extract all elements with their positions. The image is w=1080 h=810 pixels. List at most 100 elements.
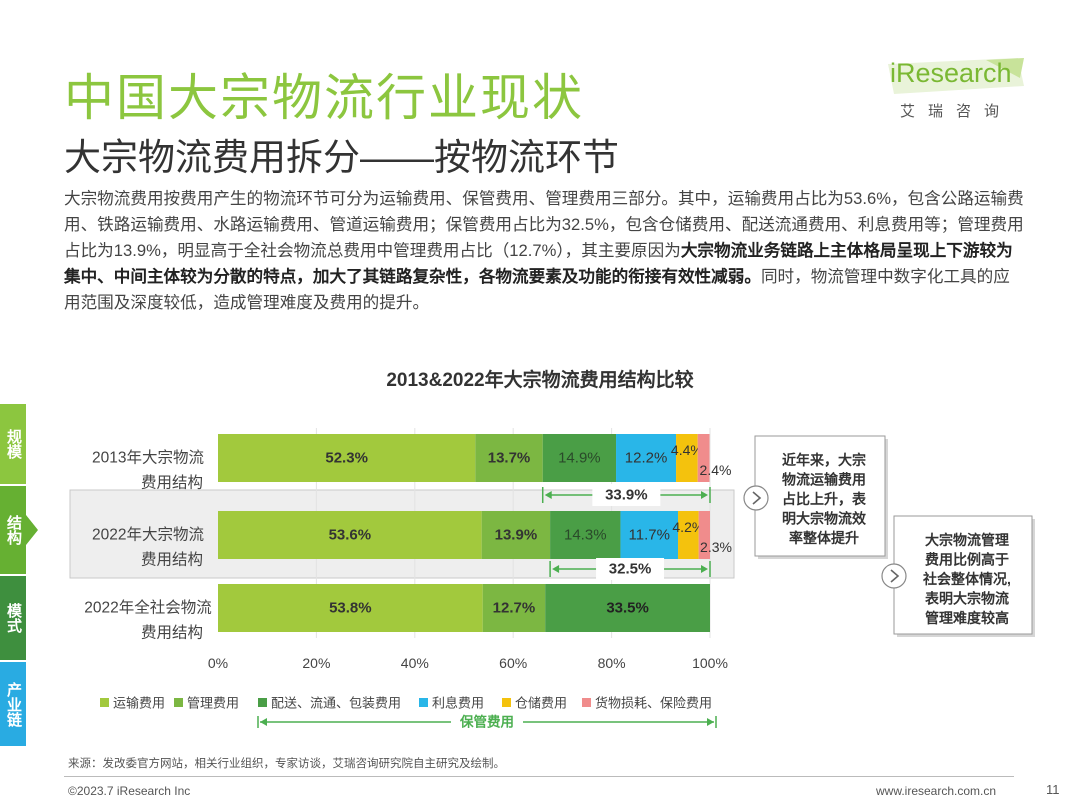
callout-text: 物流运输费用 (782, 472, 866, 488)
bar-segment (475, 434, 543, 482)
description-part1: 大宗物流费用按费用产生的物流环节可分为运输费用、保管费用、管理费用三部分。其中，… (64, 189, 1024, 260)
side-nav-active-arrow-icon (26, 515, 38, 545)
bracket-arrow-left-icon (552, 565, 560, 573)
side-nav-chain[interactable]: 产业链 (0, 662, 26, 746)
description-bold: 大宗物流业务链路上主体格局呈现上下游较为集中、中间主体较为分散的特点，加大了其链… (64, 241, 1013, 286)
legend-group-label: 保管费用 (459, 714, 514, 730)
copyright: ©2023.7 iResearch Inc (68, 784, 191, 798)
description-paragraph: 大宗物流费用按费用产生的物流环节可分为运输费用、保管费用、管理费用三部分。其中，… (64, 186, 1024, 316)
bar-segment (620, 511, 679, 559)
legend-group-label-bg (451, 712, 523, 732)
bar-segment (616, 434, 677, 482)
legend-label: 利息费用 (432, 696, 484, 711)
legend-label: 仓储费用 (515, 696, 567, 711)
bracket-label: 33.9% (605, 487, 648, 504)
bracket-arrow-right-icon (701, 491, 708, 499)
data-label: 4.4% (671, 442, 703, 458)
chart-title: 2013&2022年大宗物流费用结构比较 (386, 370, 694, 391)
data-label: 53.8% (329, 600, 372, 617)
bracket-label-bg (596, 558, 665, 580)
x-tick-label: 20% (302, 655, 330, 671)
bracket-arrow-right-icon (701, 565, 708, 573)
data-label: 12.2% (625, 450, 668, 467)
category-label: 2022年全社会物流 (84, 599, 211, 617)
bar-segment (482, 584, 546, 632)
category-label: 2013年大宗物流 (92, 449, 204, 467)
side-nav-scale-label: 规模 (5, 429, 22, 459)
data-label: 14.9% (558, 450, 601, 467)
x-tick-label: 0% (208, 655, 228, 671)
category-label: 费用结构 (141, 551, 203, 569)
bar-segment (542, 434, 617, 482)
bracket-label: 32.5% (609, 561, 652, 578)
logo-wordmark: iResearch (890, 58, 1012, 88)
bar-segment (676, 434, 698, 482)
iresearch-logo: iResearch 艾瑞咨询 (886, 56, 1036, 128)
data-label: 14.3% (564, 527, 607, 544)
source-note: 来源：发改委官方网站，相关行业组织，专家访谈，艾瑞咨询研究院自主研究及绘制。 (68, 758, 505, 770)
bar-segment (218, 511, 482, 559)
logo-shape-icon (888, 58, 1024, 94)
callout-text: 社会整体情况, (922, 571, 1011, 587)
bracket-arrow-left-icon (544, 491, 552, 499)
legend-swatch (258, 698, 267, 707)
legend-swatch (502, 698, 511, 707)
category-label: 2022年大宗物流 (92, 526, 204, 544)
callout-text: 表明大宗物流 (924, 591, 1009, 607)
bracket-label-bg (592, 484, 661, 506)
bar-segment (481, 511, 551, 559)
data-label: 4.2% (672, 519, 704, 535)
side-nav-structure-label: 结构 (5, 515, 22, 545)
bar-segment (697, 434, 710, 482)
callout-text: 大宗物流管理 (925, 532, 1009, 548)
footer-url[interactable]: www.iresearch.com.cn (876, 784, 997, 798)
data-label: 12.7% (493, 600, 536, 617)
legend-label: 配送、流通、包装费用 (271, 696, 401, 711)
legend-swatch (582, 698, 591, 707)
legend-swatch (100, 698, 109, 707)
data-label: 33.5% (606, 600, 649, 617)
data-label: 52.3% (325, 450, 368, 467)
x-tick-label: 60% (499, 655, 527, 671)
side-nav-scale[interactable]: 规模 (0, 404, 26, 484)
x-tick-label: 100% (692, 655, 728, 671)
data-label: 13.7% (488, 450, 531, 467)
side-nav-chain-label: 产业链 (5, 681, 22, 727)
side-nav-structure[interactable]: 结构 (0, 486, 26, 574)
data-label: 11.7% (629, 527, 670, 544)
bar-segment (545, 584, 710, 632)
bar-segment (678, 511, 699, 559)
legend-swatch (419, 698, 428, 707)
callout-arrow-circle-icon (881, 563, 907, 589)
callout-text: 管理难度较高 (925, 610, 1009, 626)
callout-arrow-circle-icon (743, 485, 769, 511)
data-label: 13.9% (495, 527, 538, 544)
callout-box (754, 435, 886, 557)
data-label: 2.4% (700, 462, 732, 478)
bar-segment (698, 511, 710, 559)
description-part2: 同时，物流管理中数字化工具的应用范围及深度较低，造成管理难度及费用的提升。 (64, 267, 1010, 312)
callout-text: 明大宗物流效 (782, 511, 867, 527)
x-tick-label: 80% (598, 655, 626, 671)
logo-cn-text: 艾瑞咨询 (900, 103, 1013, 120)
callout-text: 费用比例高于 (925, 552, 1009, 568)
legend-label: 货物损耗、保险费用 (595, 696, 712, 711)
side-nav-mode[interactable]: 模式 (0, 576, 26, 660)
callout-text: 率整体提升 (789, 530, 859, 546)
side-nav-mode-label: 模式 (5, 603, 22, 633)
category-label: 费用结构 (141, 474, 203, 492)
callout-text: 近年来，大宗 (782, 452, 866, 468)
chevron-right-icon (890, 569, 900, 583)
page-title: 中国大宗物流行业现状 (64, 70, 584, 126)
category-label: 费用结构 (141, 624, 203, 642)
bar-segment (550, 511, 621, 559)
page-subtitle: 大宗物流费用拆分——按物流环节 (64, 137, 619, 178)
legend-group-arrow-right-icon (707, 718, 714, 726)
legend-swatch (174, 698, 183, 707)
bar-segment (218, 434, 476, 482)
legend-group-arrow-left-icon (260, 718, 267, 726)
data-label: 53.6% (329, 527, 372, 544)
legend-label: 运输费用 (113, 696, 165, 711)
page-number: 11 (1046, 782, 1060, 797)
